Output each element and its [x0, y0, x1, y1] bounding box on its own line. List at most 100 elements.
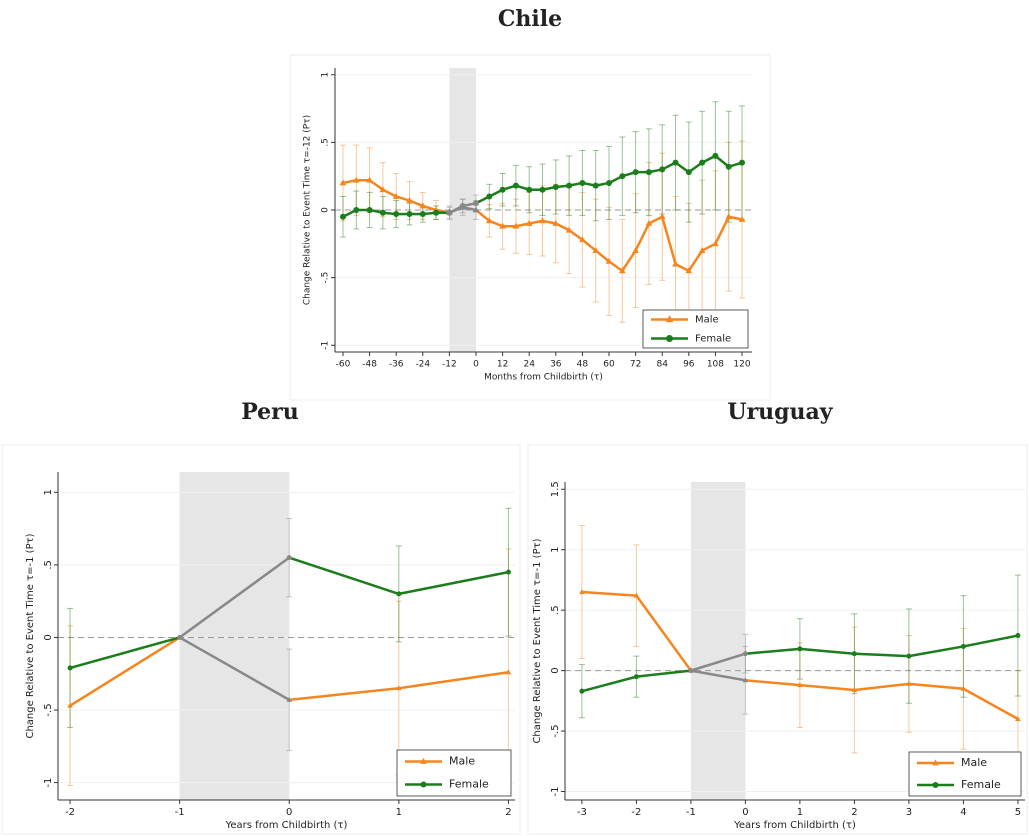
marker — [392, 192, 400, 199]
y-tick-label: .5 — [321, 138, 331, 147]
marker — [525, 219, 533, 226]
x-tick-label: 2 — [851, 807, 857, 818]
marker — [1015, 633, 1021, 639]
marker — [645, 169, 652, 176]
x-tick-label: 24 — [523, 360, 535, 370]
x-tick-label: 108 — [707, 360, 724, 370]
shade-region — [690, 482, 746, 800]
x-tick-label: -2 — [631, 807, 641, 818]
y-tick-label: 1 — [321, 72, 331, 78]
marker — [552, 184, 559, 191]
line-segment — [745, 647, 801, 655]
marker — [592, 246, 600, 253]
x-tick-label: 4 — [960, 807, 966, 818]
marker — [685, 267, 693, 274]
marker — [339, 179, 347, 186]
marker — [512, 222, 520, 229]
x-tick-label: -3 — [577, 807, 587, 818]
line-segment — [398, 671, 509, 690]
marker — [379, 209, 386, 216]
marker — [632, 246, 639, 253]
marker — [906, 653, 912, 659]
marker — [688, 668, 694, 674]
x-tick-label: 1 — [396, 807, 402, 818]
marker — [67, 702, 73, 708]
marker — [539, 186, 546, 193]
line-segment — [963, 634, 1019, 648]
marker — [499, 222, 506, 229]
marker — [645, 219, 653, 226]
marker — [420, 781, 427, 788]
marker — [619, 173, 626, 180]
line-segment — [687, 249, 704, 272]
marker — [851, 686, 858, 692]
line-segment — [636, 669, 692, 678]
marker — [339, 213, 346, 220]
x-tick-label: -2 — [65, 807, 75, 818]
marker — [433, 209, 440, 216]
marker — [352, 176, 360, 183]
x-tick-label: 0 — [742, 807, 748, 818]
x-tick-label: 0 — [473, 360, 479, 370]
marker — [552, 219, 560, 226]
marker — [485, 217, 493, 224]
legend: Male Female — [908, 751, 1022, 797]
x-axis-label: Years from Childbirth (τ) — [733, 820, 856, 831]
x-tick-label: 120 — [733, 360, 750, 370]
marker — [665, 315, 674, 323]
marker — [366, 207, 373, 213]
y-tick-label: -1 — [321, 341, 331, 350]
legend-box — [908, 751, 1022, 797]
marker — [286, 555, 292, 561]
x-tick-label: -12 — [442, 360, 457, 370]
marker — [712, 240, 719, 247]
y-tick-label: -1 — [43, 778, 54, 788]
x-tick-label: -1 — [686, 807, 696, 818]
line-segment — [635, 594, 692, 672]
marker — [406, 211, 413, 218]
y-tick-label: 1.5 — [550, 481, 561, 497]
line-segment — [661, 216, 677, 265]
panel-title: Uruguay — [727, 399, 833, 425]
marker — [406, 196, 413, 203]
marker — [565, 226, 573, 233]
line-segment — [962, 687, 1019, 721]
y-tick-label: 1 — [43, 489, 54, 495]
marker — [797, 682, 803, 688]
marker — [505, 669, 512, 675]
marker — [379, 186, 387, 193]
x-tick-label: 2 — [505, 807, 511, 818]
panel: Peru -1 -.5 0 .5 1 -2 -1 0 1 2 Years from Childbirt… — [1, 399, 521, 835]
x-axis-label: Months from Childbirth (τ) — [484, 373, 603, 383]
y-tick-label: 0 — [550, 667, 561, 673]
marker — [526, 186, 533, 193]
line-segment — [745, 679, 801, 687]
marker — [725, 163, 732, 170]
marker — [446, 209, 453, 216]
legend-label: Female — [961, 778, 1001, 791]
y-tick-label: .5 — [550, 605, 561, 615]
marker — [666, 335, 673, 342]
marker — [579, 589, 585, 595]
panel-frame — [289, 54, 771, 401]
x-tick-label: 84 — [656, 360, 668, 370]
legend-label: Male — [695, 315, 719, 326]
line-segment — [581, 675, 637, 693]
x-tick-label: 0 — [286, 807, 292, 818]
panel: Uruguay -1 -.5 0 .5 1 1.5 -3 -2 -1 0 1 2 3 4 5 Years fro… — [527, 399, 1028, 835]
x-tick-label: 48 — [577, 360, 589, 370]
marker — [960, 685, 967, 691]
marker — [698, 246, 706, 253]
y-tick-label: .5 — [43, 560, 54, 570]
line-segment — [178, 556, 290, 639]
marker — [396, 685, 402, 691]
marker — [286, 696, 292, 702]
marker — [742, 677, 749, 683]
marker — [659, 166, 666, 173]
marker — [579, 688, 585, 694]
marker — [592, 182, 599, 189]
x-tick-label: 3 — [906, 807, 912, 818]
marker — [353, 207, 360, 213]
x-tick-label: -48 — [362, 360, 377, 370]
x-tick-label: 1 — [797, 807, 803, 818]
